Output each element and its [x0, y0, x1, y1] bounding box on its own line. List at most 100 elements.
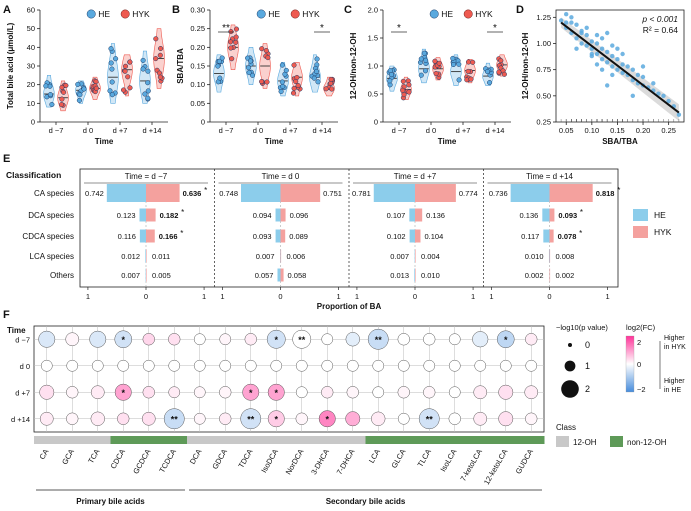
- x-tick-label: 1: [489, 292, 493, 301]
- bubble: [193, 359, 206, 372]
- row-label: LCA species: [30, 252, 74, 261]
- bubble: [117, 359, 130, 372]
- group-label-primary: Primary bile acids: [76, 497, 145, 506]
- bubble: [367, 328, 389, 350]
- value-hyk: 0.751: [323, 189, 342, 198]
- bubble: [295, 386, 308, 399]
- bubble: [142, 386, 155, 399]
- value-hyk: 0.093: [558, 211, 577, 220]
- data-point: [418, 72, 424, 78]
- value-hyk: 0.096: [290, 211, 309, 220]
- bubble: [163, 408, 185, 430]
- data-point: [247, 58, 254, 64]
- bubble: [66, 359, 79, 372]
- bubble: [346, 359, 359, 372]
- data-point: [314, 56, 320, 62]
- value-he: 0.781: [352, 189, 371, 198]
- data-point: [487, 80, 493, 86]
- bubble: [168, 333, 181, 346]
- x-tick-label: 1: [86, 292, 90, 301]
- bubble: [372, 386, 385, 399]
- time-header: Time: [7, 326, 26, 335]
- legend-he-label: HE: [654, 210, 666, 220]
- value-he: 0.007: [121, 271, 140, 280]
- row-label: d +7: [15, 388, 30, 397]
- data-point: [107, 88, 113, 94]
- panel-letter-c: C: [344, 4, 352, 16]
- row-label: d +14: [11, 415, 30, 424]
- column-label: 3-DHCA: [309, 448, 331, 477]
- bar-he: [145, 268, 147, 282]
- scatter-point: [574, 46, 579, 51]
- bubble: [219, 412, 232, 425]
- value-hyk: 0.636: [183, 189, 202, 198]
- column-label: DCA: [188, 448, 204, 466]
- x-tick-label: 1: [220, 292, 224, 301]
- value-he: 0.102: [387, 232, 406, 241]
- y-tick-label: 20: [27, 80, 35, 89]
- panel-a-total-bile-acid: 0 10 20 30 40 50 60 d −7 d 0 d +7 d +14 Total bile …: [6, 6, 168, 146]
- x-tick-label: 0.10: [585, 126, 600, 135]
- data-point: [311, 75, 317, 81]
- data-point: [61, 89, 67, 95]
- x-tick-label: d −7: [219, 126, 234, 135]
- significance-star: *: [181, 208, 184, 217]
- bubble: [423, 333, 436, 346]
- data-point: [120, 87, 127, 93]
- column-label: CA: [37, 448, 50, 462]
- significance-star: *: [325, 414, 329, 424]
- x-tick-label: 1: [605, 292, 609, 301]
- bubble: [346, 386, 359, 399]
- x-tick-label: 0.25: [661, 126, 676, 135]
- data-point: [450, 61, 457, 68]
- significance-star: *: [320, 23, 324, 34]
- column-label: TLCA: [416, 448, 433, 469]
- color-legend-tick: −2: [637, 385, 646, 394]
- data-point: [145, 88, 151, 94]
- data-point: [157, 52, 163, 58]
- value-hyk: 0.005: [152, 271, 171, 280]
- size-legend-circle: [564, 360, 576, 372]
- x-tick-label: d −7: [49, 126, 64, 135]
- bar-hyk: [146, 184, 180, 202]
- data-point: [387, 78, 393, 84]
- value-hyk: 0.136: [426, 211, 445, 220]
- x-tick-label: d +7: [283, 126, 298, 135]
- data-point: [127, 85, 133, 91]
- data-point: [122, 68, 128, 74]
- bubble: [318, 410, 336, 428]
- significance-star: *: [274, 335, 278, 345]
- higher-hyk-line2: in HYK: [664, 344, 686, 351]
- bubble: [372, 359, 385, 372]
- class-bar-segment: [391, 436, 417, 444]
- data-point: [259, 46, 265, 52]
- scatter-point: [605, 49, 610, 55]
- bubble: [66, 386, 79, 399]
- row-label: CA species: [34, 189, 74, 198]
- legend-he-label: HE: [441, 9, 453, 19]
- y-tick-label: 0.05: [190, 99, 205, 108]
- scatter-point: [610, 53, 615, 59]
- data-point: [468, 76, 474, 82]
- x-tick-label: d +7: [113, 126, 128, 135]
- legend-hyk-swatch: [633, 226, 648, 238]
- data-point: [43, 83, 49, 89]
- data-point: [113, 56, 119, 62]
- bubble: [39, 411, 54, 426]
- bar-hyk: [415, 184, 456, 202]
- value-he: 0.002: [525, 271, 544, 280]
- bar-hyk: [146, 208, 156, 222]
- significance-star: *: [274, 388, 278, 398]
- y-tick-label: 0: [201, 118, 205, 127]
- bar-hyk: [549, 208, 555, 222]
- data-point: [249, 72, 256, 78]
- bubble: [423, 386, 436, 399]
- size-legend-circle: [561, 380, 579, 398]
- bubble: [295, 359, 308, 372]
- class-bar-segment: [212, 436, 239, 444]
- bubble: [39, 384, 55, 400]
- value-he: 0.093: [253, 232, 272, 241]
- x-axis-title: Time: [95, 137, 114, 146]
- value-he: 0.007: [256, 252, 275, 261]
- data-point: [246, 70, 252, 76]
